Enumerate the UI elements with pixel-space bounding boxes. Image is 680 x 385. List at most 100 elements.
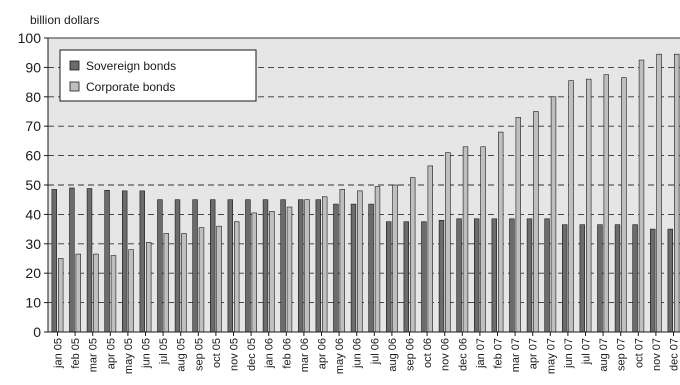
bar-corporate (234, 221, 240, 333)
bar-sovereign (192, 199, 198, 333)
bar-sovereign (509, 218, 515, 333)
x-tick-label: sep 07 (616, 338, 628, 371)
x-tick-label: sep 06 (405, 338, 417, 371)
legend-label-corporate: Corporate bonds (86, 80, 175, 94)
y-tick-label: 30 (25, 236, 41, 252)
bar-corporate (163, 233, 169, 333)
bar-sovereign (245, 199, 251, 333)
x-tick-label: jan 05 (53, 338, 65, 369)
x-tick-label: jan 07 (475, 338, 487, 369)
bar-sovereign (262, 199, 269, 333)
bar-sovereign (403, 221, 409, 333)
bar-corporate (181, 233, 187, 333)
bar-sovereign (526, 218, 533, 333)
bar-sovereign (122, 190, 128, 333)
bar-sovereign (297, 199, 304, 333)
x-tick-label: nov 05 (229, 338, 241, 371)
x-tick-label: jul 05 (158, 338, 170, 365)
bar-sovereign (385, 221, 392, 333)
bar-sovereign (210, 199, 216, 333)
legend: Sovereign bonds Corporate bonds (59, 49, 257, 102)
x-tick-label: mar 07 (510, 338, 522, 372)
bar-sovereign (438, 219, 445, 333)
bar-corporate (146, 242, 152, 333)
x-tick-label: dec 06 (457, 338, 469, 371)
x-tick-label: may 06 (334, 338, 346, 374)
legend-swatch-corporate (69, 81, 80, 92)
y-tick-label: 90 (25, 59, 41, 75)
x-tick-label: jun 07 (563, 338, 575, 369)
bar-corporate (251, 212, 257, 333)
bar-corporate (462, 146, 469, 333)
x-tick-label: feb 06 (281, 338, 293, 369)
bar-sovereign (368, 203, 374, 333)
bar-sovereign (315, 199, 321, 333)
bar-sovereign (561, 224, 568, 333)
x-tick-label: nov 06 (440, 338, 452, 371)
bar-sovereign (473, 218, 480, 333)
bar-sovereign (632, 224, 638, 333)
x-tick-label: jul 07 (581, 338, 593, 365)
bar-corporate (550, 96, 557, 333)
bar-corporate (269, 211, 275, 333)
x-tick-label: sep 05 (193, 338, 205, 371)
x-tick-label: mar 06 (299, 338, 311, 372)
x-tick-label: dec 05 (246, 338, 258, 371)
x-tick-label: may 05 (123, 338, 135, 374)
bar-corporate (286, 206, 293, 333)
bar-corporate (638, 59, 645, 333)
legend-box (59, 49, 257, 102)
bar-corporate (673, 53, 680, 333)
bar-sovereign (227, 199, 233, 333)
bar-corporate (93, 253, 99, 333)
y-axis-unit-label: billion dollars (30, 13, 99, 27)
x-tick-label: oct 06 (422, 338, 434, 368)
bar-series (51, 53, 680, 333)
bar-corporate (533, 111, 539, 333)
bar-sovereign (51, 189, 58, 333)
bar-corporate (198, 227, 205, 333)
bar-sovereign (174, 199, 181, 333)
y-tick-label: 100 (18, 30, 42, 46)
x-tick-label: jun 05 (141, 338, 153, 369)
bar-sovereign (69, 187, 75, 333)
bar-sovereign (139, 190, 145, 333)
y-tick-label: 50 (25, 177, 41, 193)
x-tick-label: oct 05 (211, 338, 223, 368)
bar-sovereign (456, 218, 462, 333)
bar-corporate (357, 190, 363, 333)
bar-sovereign (544, 218, 550, 333)
x-tick-label: apr 07 (528, 338, 540, 369)
x-tick-label: nov 07 (651, 338, 663, 371)
y-axis-tick-labels: 0 10 20 30 40 50 60 70 80 90 100 (18, 30, 48, 340)
x-tick-label: dec 07 (669, 338, 680, 371)
bar-corporate (621, 77, 627, 333)
y-tick-label: 70 (25, 118, 41, 134)
bar-corporate (427, 165, 433, 333)
x-tick-label: apr 05 (105, 338, 117, 369)
x-tick-label: feb 07 (493, 338, 505, 369)
bar-corporate (321, 196, 328, 333)
bar-corporate (603, 74, 610, 333)
y-tick-label: 20 (25, 265, 41, 281)
bar-corporate (409, 177, 416, 333)
x-tick-label: jul 06 (369, 338, 381, 365)
legend-swatch-sovereign (69, 60, 80, 71)
bar-corporate (568, 80, 574, 333)
x-axis-tick-labels: jan 05 feb 05 mar 05 apr 05 may 05 jun 05 jul … (53, 332, 680, 374)
bar-sovereign (491, 218, 497, 333)
bar-sovereign (350, 203, 357, 333)
bar-corporate (110, 255, 117, 333)
bar-sovereign (280, 199, 286, 333)
x-tick-label: oct 07 (633, 338, 645, 368)
x-tick-label: jan 06 (264, 338, 276, 369)
bar-corporate (515, 117, 522, 333)
x-tick-label: jun 06 (352, 338, 364, 369)
bar-corporate (339, 189, 345, 333)
bar-sovereign (333, 203, 339, 333)
bar-sovereign (649, 228, 656, 333)
bar-corporate (374, 186, 381, 333)
y-tick-label: 10 (25, 295, 41, 311)
